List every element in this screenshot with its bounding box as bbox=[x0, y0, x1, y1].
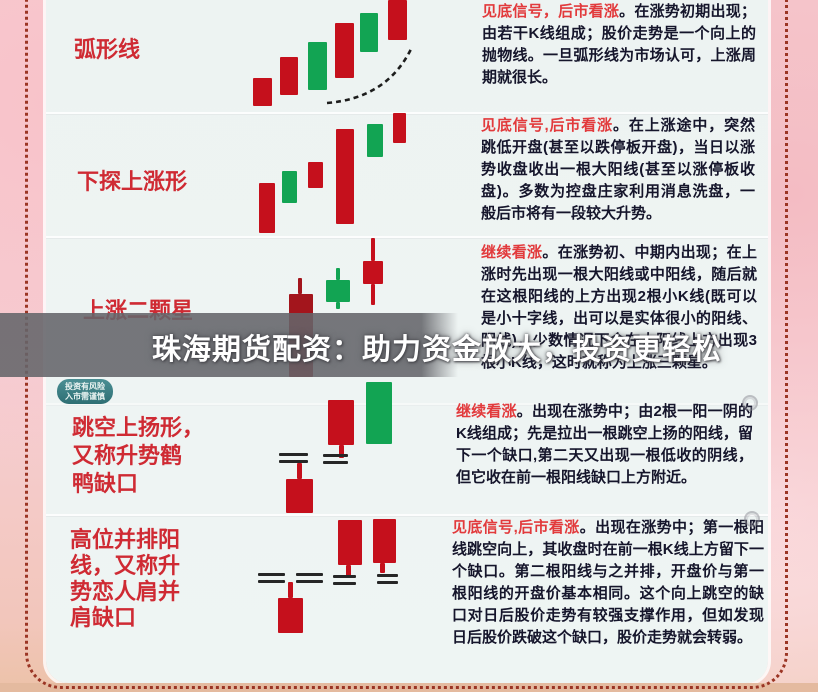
description-text: 。在涨势初期出现；由若干K线组成；股价走势是一个向上的抛物线。一旦弧形线为市场认… bbox=[482, 3, 756, 86]
risk-disclaimer-badge: 投资有风险 入市需谨慎 bbox=[57, 379, 113, 404]
description-text: 。出现在涨势中；第一根阳线跳空向上，其收盘时在前一根K线上方留下一个缺口。第二根… bbox=[452, 519, 764, 646]
candle bbox=[308, 42, 327, 90]
watermark-band bbox=[0, 313, 458, 377]
logo-glyph-icon bbox=[742, 395, 758, 411]
gap-mark-line bbox=[377, 581, 398, 584]
candle bbox=[335, 23, 354, 78]
candle bbox=[280, 57, 298, 95]
pattern-label-dip-rise: 下探上涨形 bbox=[77, 169, 188, 194]
dashed-arc-curve bbox=[326, 46, 414, 105]
row-separator bbox=[46, 514, 768, 517]
watermark-text: 珠海期货配资：助力资金放大，投资更轻松 bbox=[152, 334, 723, 366]
candle bbox=[366, 382, 392, 444]
candle bbox=[259, 183, 275, 233]
risk-badge-line: 投资有风险 bbox=[65, 381, 105, 391]
candle bbox=[286, 479, 313, 513]
pattern-description-two-stars: 继续看涨。在涨势初、中期内出现；在上涨时先出现一根大阳线或中阳线，随后就在这根阳… bbox=[481, 242, 757, 374]
pattern-description-dip-rise: 见底信号,后市看涨。在上涨途中，突然跳低开盘(甚至以跌停板开盘)，当日以涨势收盘… bbox=[481, 115, 755, 225]
pattern-description-gap-up: 继续看涨。出现在涨势中；由2根一阳一阴的K线组成；先是拉出一根跳空上扬的阳线，留… bbox=[456, 401, 753, 489]
signal-text: 见底信号,后市看涨 bbox=[481, 117, 614, 134]
row-separator bbox=[46, 403, 768, 406]
candle bbox=[336, 129, 354, 224]
candle bbox=[373, 519, 396, 563]
candle bbox=[278, 598, 303, 633]
row-separator bbox=[46, 236, 768, 239]
gap-mark-line bbox=[258, 580, 285, 583]
gap-mark-line bbox=[258, 573, 285, 576]
bottom-strip bbox=[0, 683, 818, 692]
gap-mark-line bbox=[333, 582, 356, 585]
candle bbox=[253, 78, 272, 106]
pattern-description-parallel-yang: 见底信号,后市看涨。出现在涨势中；第一根阳线跳空向上，其收盘时在前一根K线上方留… bbox=[452, 517, 764, 649]
candle bbox=[388, 0, 407, 40]
logo-glyph-icon bbox=[744, 511, 760, 527]
gap-mark-line bbox=[333, 575, 356, 578]
candle-wick bbox=[371, 284, 375, 305]
candle bbox=[393, 113, 406, 143]
gap-mark-line bbox=[323, 454, 348, 457]
signal-text: 见底信号，后市看涨 bbox=[482, 3, 620, 20]
description-text: 。在上涨途中，突然跳低开盘(甚至以跌停板开盘)，当日以涨势收盘收出一根大阳线(甚… bbox=[481, 117, 755, 222]
pattern-label-parallel-yang: 高位并排阳 线，又称升 势恋人肩并 肩缺口 bbox=[70, 527, 181, 630]
candle bbox=[328, 400, 354, 445]
description-text: 。出现在涨势中；由2根一阳一阴的K线组成；先是拉出一根跳空上扬的阳线，留下一个缺… bbox=[456, 403, 753, 486]
candle-wick bbox=[339, 445, 344, 458]
signal-text: 见底信号,后市看涨 bbox=[452, 519, 580, 536]
pattern-description-arc-line: 见底信号，后市看涨。在涨势初期出现；由若干K线组成；股价走势是一个向上的抛物线。… bbox=[482, 1, 756, 89]
candle bbox=[282, 171, 297, 203]
candle-wick bbox=[297, 463, 302, 479]
candle-wick bbox=[298, 278, 302, 294]
risk-badge-line: 入市需谨慎 bbox=[65, 391, 105, 401]
gap-mark-line bbox=[323, 461, 348, 464]
gap-mark-line bbox=[279, 453, 308, 456]
candle-wick bbox=[288, 582, 293, 598]
gap-mark-line bbox=[279, 460, 308, 463]
candle bbox=[360, 13, 378, 52]
pattern-label-arc-line: 弧形线 bbox=[74, 37, 141, 62]
candle bbox=[338, 520, 362, 565]
candle bbox=[367, 124, 383, 157]
gap-mark-line bbox=[377, 574, 398, 577]
candle-wick bbox=[336, 302, 340, 309]
gap-mark-line bbox=[296, 580, 323, 583]
signal-text: 继续看涨 bbox=[481, 244, 543, 261]
gap-mark-line bbox=[296, 573, 323, 576]
candle bbox=[363, 261, 383, 284]
candle bbox=[308, 162, 323, 188]
candle-wick bbox=[371, 238, 375, 261]
row-separator bbox=[46, 112, 768, 115]
description-text: 。在涨势初、中期内出现；在上涨时先出现一根大阳线或中阳线，随后就在这根阳线的上方… bbox=[481, 244, 757, 371]
candle-wick bbox=[346, 565, 351, 577]
signal-text: 继续看涨 bbox=[456, 403, 517, 420]
candle bbox=[326, 280, 350, 302]
candle-wick bbox=[380, 563, 385, 573]
pattern-label-gap-up: 跳空上扬形， 又称升势鹤 鸭缺口 bbox=[72, 415, 205, 496]
candle-wick bbox=[336, 268, 340, 280]
